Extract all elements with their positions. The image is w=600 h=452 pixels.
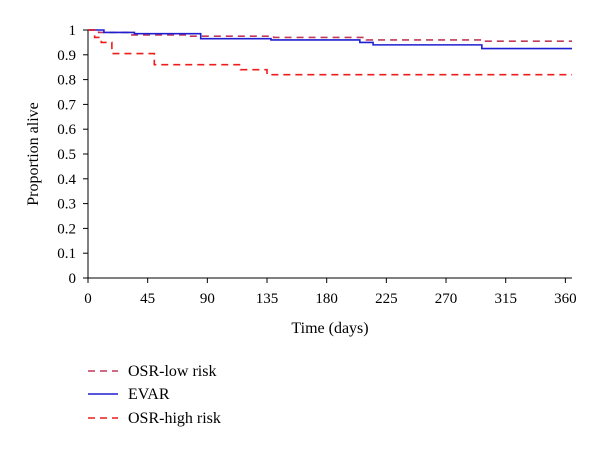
y-tick-label: 0	[69, 271, 77, 287]
legend: OSR-low risk EVAR OSR-high risk	[88, 363, 221, 427]
series-line-osr-high-risk	[88, 29, 572, 76]
y-tick-label: 0.1	[57, 246, 76, 262]
legend-item-evar: EVAR	[88, 386, 170, 403]
x-tick-label: 315	[494, 291, 517, 307]
x-tick-label: 180	[315, 291, 338, 307]
x-tick-label: 0	[84, 291, 92, 307]
y-tick-label: 0.8	[57, 73, 76, 89]
x-axis-ticks: 0 45 90 135 180 225 270 315 360	[84, 278, 577, 307]
x-tick-label: 90	[200, 291, 215, 307]
y-tick-label: 0.9	[57, 48, 76, 64]
y-tick-label: 1	[69, 23, 77, 39]
legend-item-osr-high-risk: OSR-high risk	[88, 410, 221, 427]
y-tick-label: 0.6	[57, 122, 76, 138]
y-axis-label: Proportion alive	[25, 102, 42, 206]
x-axis-label: Time (days)	[291, 320, 368, 337]
legend-item-osr-low-risk: OSR-low risk	[88, 363, 216, 380]
x-tick-label: 360	[554, 291, 577, 307]
legend-label-evar: EVAR	[128, 386, 170, 403]
x-tick-label: 225	[375, 291, 398, 307]
legend-label-osr-high-risk: OSR-high risk	[128, 410, 221, 427]
y-tick-label: 0.4	[57, 172, 76, 188]
legend-label-osr-low-risk: OSR-low risk	[128, 363, 216, 380]
y-axis-ticks: 0 0.1 0.2 0.3 0.4 0.5 0.6 0.7 0.8 0.9 1	[57, 23, 88, 287]
axes: 0 45 90 135 180 225 270 315 360 0 0.1 0.2 0.3 0.4 0.5…	[57, 23, 576, 307]
x-tick-label: 135	[256, 291, 279, 307]
y-tick-label: 0.7	[57, 97, 76, 113]
y-tick-label: 0.3	[57, 197, 76, 213]
series-line-evar	[88, 29, 572, 50]
x-tick-label: 45	[140, 291, 155, 307]
x-tick-label: 270	[435, 291, 458, 307]
y-tick-label: 0.5	[57, 147, 76, 163]
series-lines	[88, 29, 572, 76]
y-tick-label: 0.2	[57, 221, 76, 237]
